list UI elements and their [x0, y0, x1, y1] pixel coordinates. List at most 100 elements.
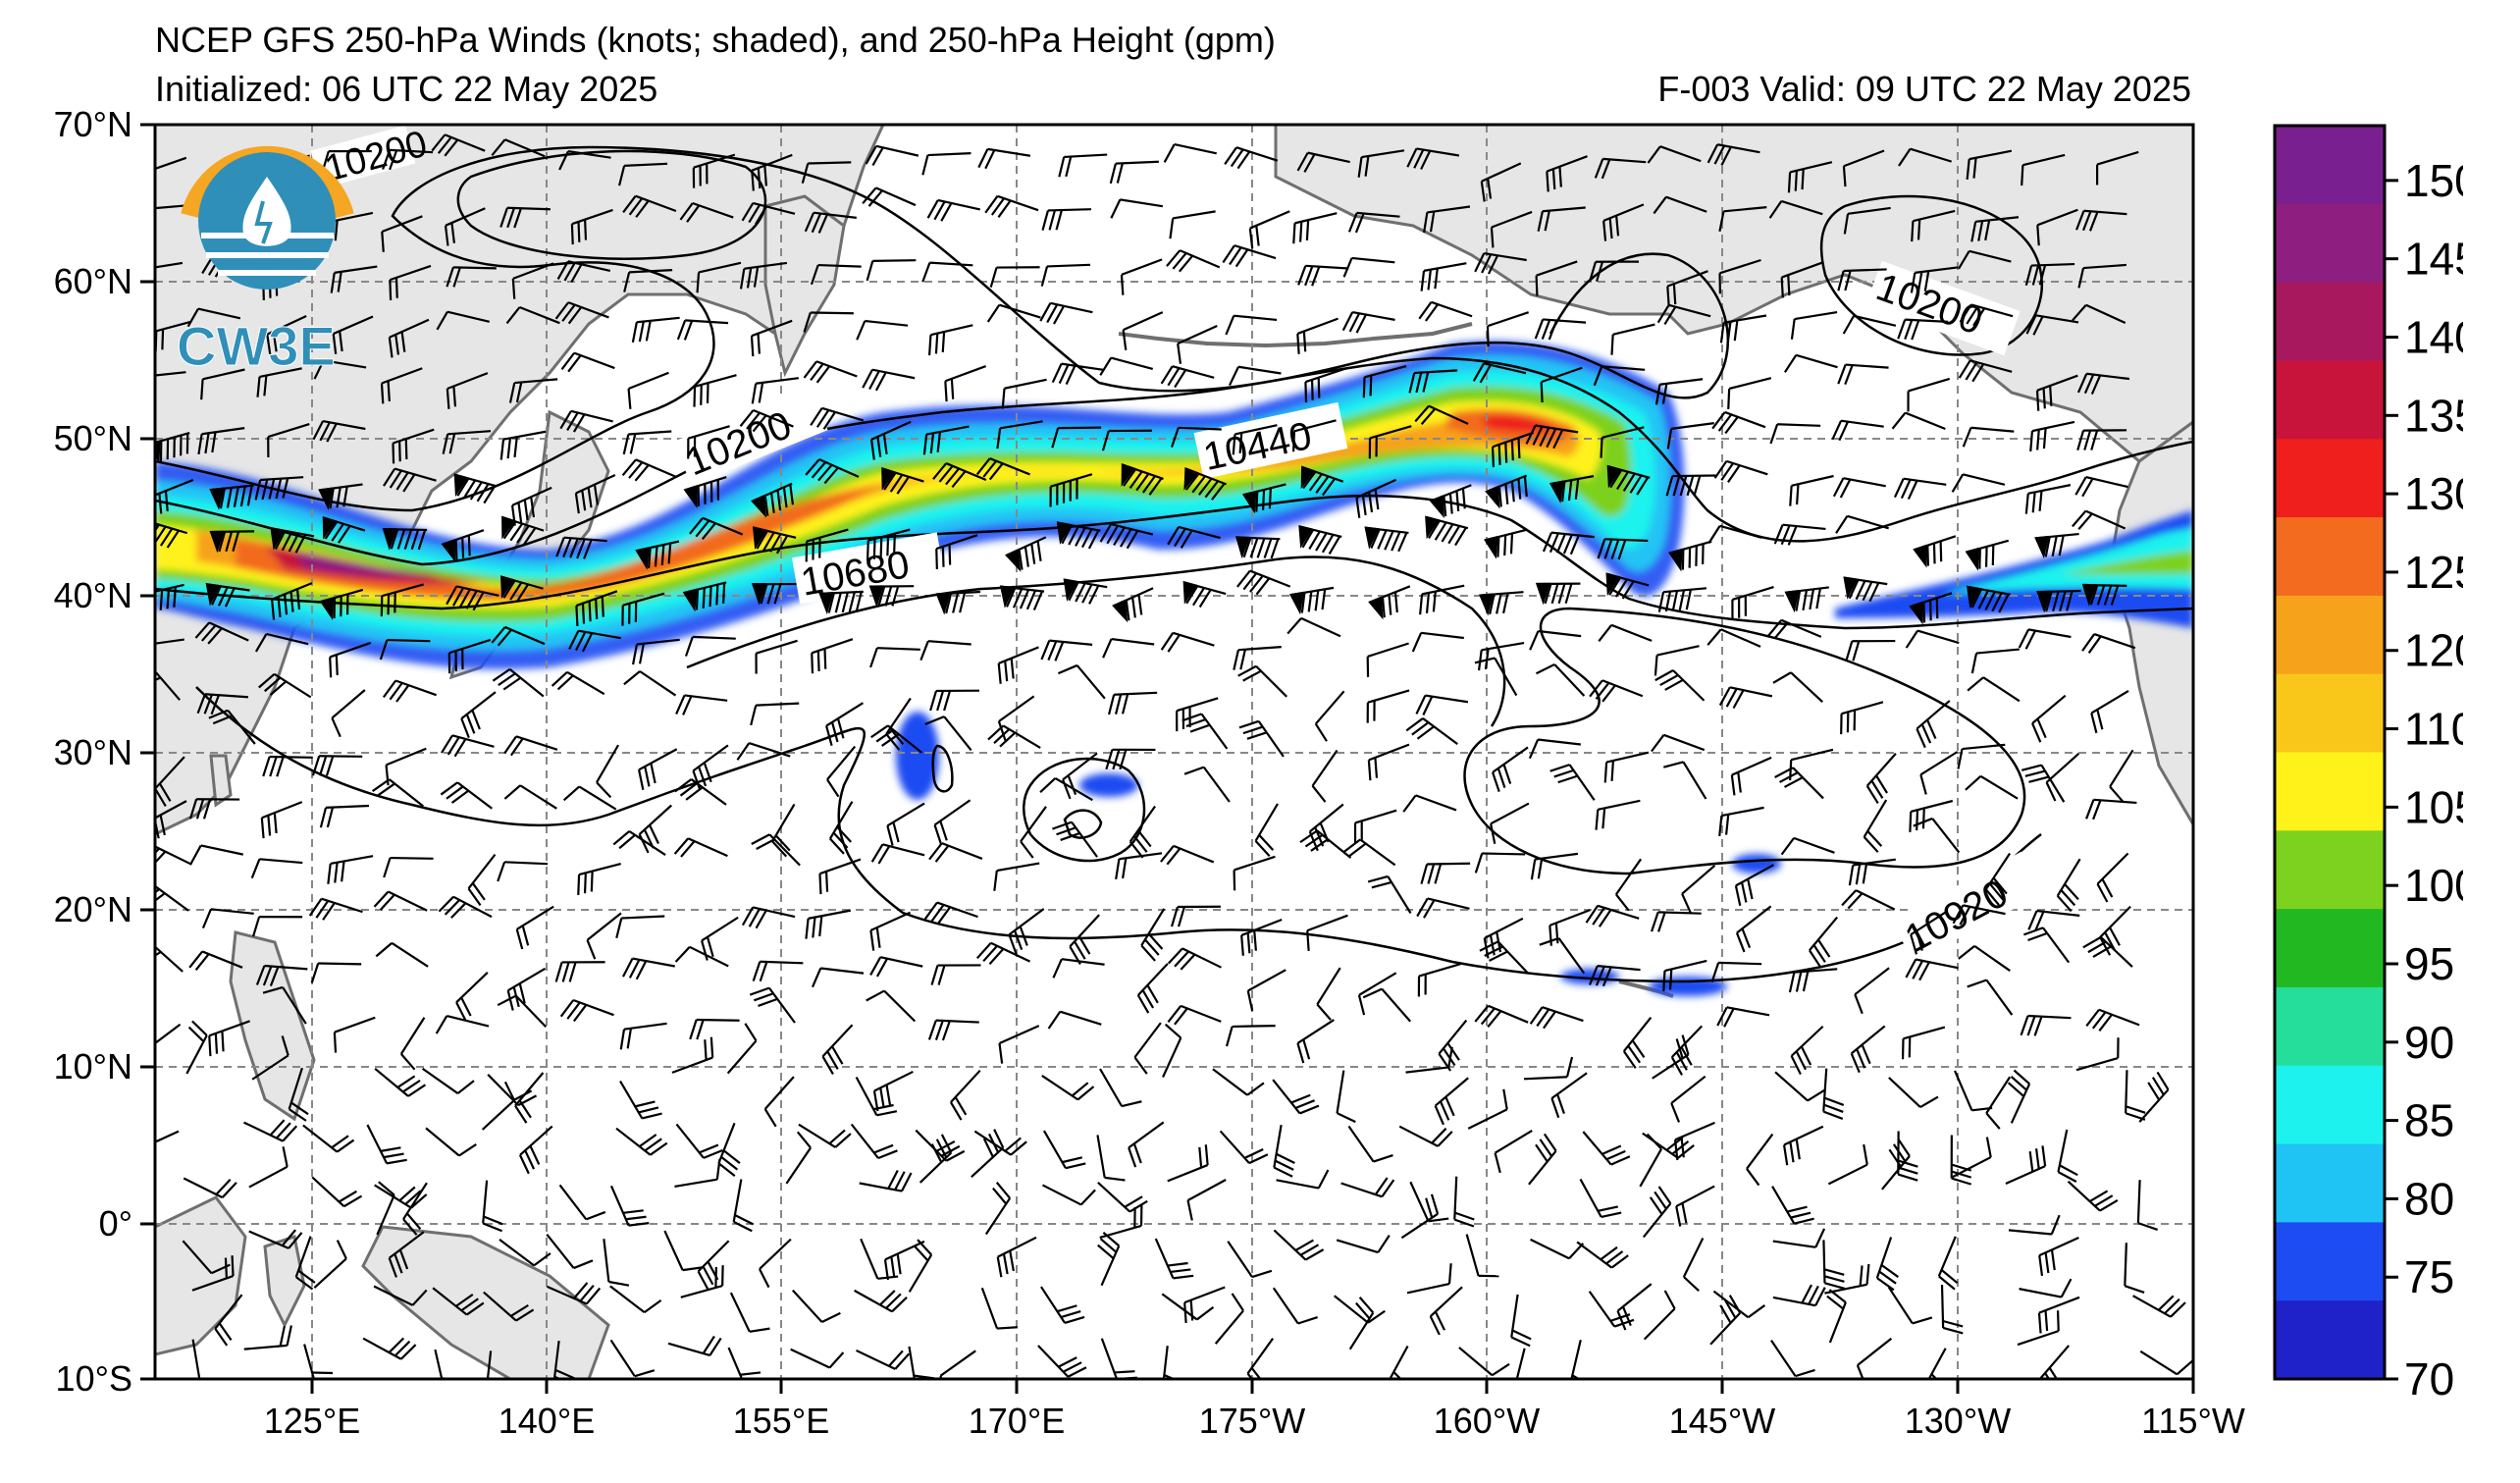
wind-barb: [258, 672, 312, 699]
wind-barb: [1472, 362, 1527, 384]
wind-barb: [821, 1024, 854, 1075]
wind-barb: [271, 582, 313, 620]
wind-barb: [1771, 1186, 1814, 1225]
wind-barb: [1492, 746, 1529, 793]
wind-barb: [1229, 365, 1282, 387]
wind-barb: [248, 1229, 303, 1249]
wind-barb: [1614, 858, 1643, 912]
colorbar-block: [2275, 517, 2385, 597]
wind-barb: [501, 515, 545, 546]
wind-barb: [1510, 1294, 1532, 1348]
latitude-labels: 70°N 60°N 50°N 40°N 30°N 20°N 10°N 0° 10…: [54, 104, 155, 1399]
wind-barb: [1236, 569, 1291, 596]
jet-135-asia: [265, 545, 491, 585]
wind-barb: [1479, 940, 1529, 975]
wind-barb: [750, 319, 793, 357]
wind-barb: [674, 945, 729, 968]
colorbar-tick-label: 150: [2404, 155, 2463, 206]
wind-barb: [435, 1014, 490, 1034]
wind-barb: [1958, 944, 2011, 972]
wind-barb: [727, 1347, 763, 1379]
wind-barb: [923, 901, 978, 925]
wind-barb: [1334, 1295, 1386, 1324]
colorbar-block: [2275, 1065, 2385, 1145]
wind-barb: [1957, 743, 2006, 769]
wind-barb: [155, 638, 184, 647]
wind-barb: [2136, 1180, 2159, 1231]
wind-barb: [1367, 743, 1410, 781]
wind-barb: [619, 1022, 667, 1050]
wind-barb: [1681, 865, 1716, 914]
wind-barb: [1099, 356, 1154, 376]
wind-barb: [1238, 719, 1285, 758]
wind-barb: [155, 431, 190, 464]
wind-barb: [1951, 473, 2006, 493]
wind-barb: [623, 268, 673, 292]
colorbar-block: [2275, 203, 2385, 284]
wind-barb: [753, 526, 797, 555]
wind-barb: [1166, 249, 1221, 273]
wind-barb: [1406, 1263, 1452, 1295]
wind-barb: [2072, 303, 2126, 325]
wind-barb: [260, 801, 303, 839]
wind-barb: [1865, 753, 1897, 805]
wind-barb: [1405, 1046, 1453, 1074]
wind-barb: [1966, 149, 2013, 181]
wind-barb: [383, 856, 434, 878]
wind-barb: [679, 201, 734, 223]
wind-barb: [866, 528, 911, 561]
land-alaska: [1274, 125, 2193, 463]
wind-barb: [1040, 639, 1093, 662]
wind-barb: [1368, 585, 1411, 620]
wind-barb: [1985, 1076, 2012, 1130]
wind-barb: [1357, 972, 1397, 1016]
wind-barb: [1415, 694, 1469, 715]
wind-barb: [1856, 1337, 1893, 1379]
wind-barb: [1965, 774, 2019, 800]
wind-barb: [615, 915, 665, 939]
wind-barb: [928, 842, 983, 863]
lon-label: 125°E: [264, 1401, 360, 1441]
wind-barb: [1913, 535, 1957, 568]
wind-barb: [609, 1339, 656, 1378]
wind-barb: [1162, 1023, 1182, 1078]
wind-barb: [1484, 528, 1528, 559]
wind-barb: [155, 261, 184, 271]
wind-barb: [1219, 1130, 1269, 1165]
wind-barb: [1730, 756, 1772, 796]
wind-barb: [2109, 749, 2134, 804]
wind-barb: [1177, 324, 1218, 364]
wind-barb: [975, 941, 1031, 966]
wind-barb: [382, 679, 438, 703]
contour-10920: [195, 686, 2042, 983]
wind-barb: [811, 967, 865, 988]
wind-barb: [556, 260, 611, 284]
wind-barb: [1248, 210, 1290, 249]
wind-barb: [1420, 262, 1467, 291]
wind-barb: [1662, 959, 1707, 992]
wind-barb: [2038, 1237, 2079, 1276]
wind-barb: [1348, 1296, 1375, 1351]
wind-barb: [1653, 195, 1707, 215]
wind-barb: [2081, 633, 2136, 654]
wind-barb: [252, 915, 303, 937]
wind-barb: [667, 1335, 722, 1357]
valid-time: F-003 Valid: 09 UTC 22 May 2025: [1657, 69, 2191, 109]
wind-barb: [1967, 676, 2021, 703]
wind-barb: [1416, 897, 1470, 919]
wind-barb: [1160, 844, 1215, 866]
wind-barb: [803, 360, 858, 384]
wind-barb: [741, 201, 796, 225]
wind-barb: [675, 694, 728, 715]
wind-barb: [1841, 889, 1896, 911]
wind-barb: [619, 1080, 662, 1120]
colorbar-block: [2275, 986, 2385, 1067]
wind-barb: [637, 748, 678, 790]
wind-barb: [2076, 372, 2130, 396]
wind-barb: [1780, 261, 1823, 298]
wind-barb: [696, 261, 742, 293]
colorbar-tick-label: 130: [2404, 468, 2463, 519]
wind-barb: [825, 702, 865, 746]
wind-barb: [441, 529, 485, 562]
jet-east-70: [1835, 510, 2193, 628]
